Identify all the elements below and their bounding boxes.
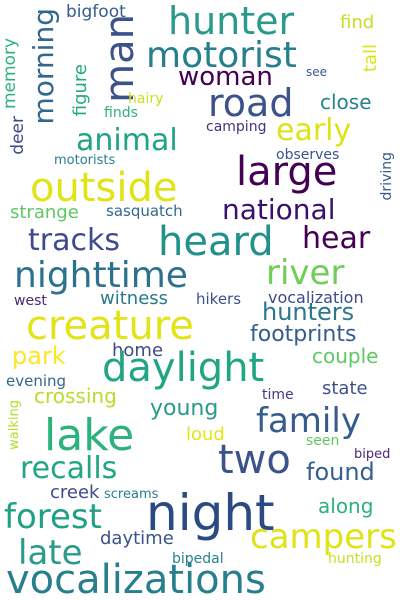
word-young: young — [150, 396, 219, 421]
word-close: close — [320, 90, 372, 114]
word-strange: strange — [10, 202, 79, 223]
word-figure: figure — [70, 64, 91, 117]
word-memory: memory — [0, 38, 20, 110]
word-time: time — [262, 387, 294, 403]
word-outside: outside — [30, 165, 178, 211]
word-creature: creature — [26, 303, 194, 349]
word-tall: tall — [360, 44, 381, 73]
word-two: two — [218, 437, 291, 483]
word-evening: evening — [6, 372, 67, 390]
word-daylight: daylight — [102, 345, 265, 391]
word-creek: creek — [50, 482, 100, 503]
word-sasquatch: sasquatch — [106, 202, 183, 220]
word-animal: animal — [76, 123, 178, 158]
word-home: home — [112, 340, 164, 361]
word-morning: morning — [27, 8, 60, 125]
word-west: west — [14, 293, 47, 309]
word-woman: woman — [178, 62, 273, 92]
word-daytime: daytime — [100, 528, 174, 549]
word-park: park — [12, 342, 66, 370]
word-lake: lake — [44, 410, 135, 461]
word-find: find — [340, 12, 375, 33]
word-state: state — [322, 378, 368, 399]
word-screams: screams — [104, 487, 159, 502]
word-early: early — [276, 113, 352, 148]
word-driving: driving — [379, 152, 395, 201]
word-national: national — [222, 193, 336, 226]
word-vocalizations: vocalizations — [6, 557, 266, 600]
word-bigfoot: bigfoot — [66, 2, 126, 22]
word-walking: walking — [7, 400, 22, 450]
word-footprints: footprints — [250, 322, 357, 347]
word-late: late — [18, 533, 83, 573]
word-found: found — [306, 458, 375, 486]
word-road: road — [208, 81, 294, 125]
word-crossing: crossing — [34, 384, 117, 408]
word-motorist: motorist — [146, 35, 297, 76]
word-tracks: tracks — [28, 223, 120, 258]
word-heard: heard — [158, 219, 274, 265]
word-deer: deer — [8, 116, 28, 155]
word-couple: couple — [312, 344, 379, 368]
word-man: man — [97, 14, 143, 103]
word-river: river — [266, 253, 345, 293]
word-hunters: hunters — [262, 298, 355, 326]
word-forest: forest — [4, 497, 102, 537]
word-motorists: motorists — [54, 153, 116, 168]
word-large: large — [236, 149, 338, 195]
word-hunting: hunting — [328, 551, 382, 567]
word-nighttime: nighttime — [14, 255, 188, 296]
word-loud: loud — [186, 424, 225, 445]
word-hunter: hunter — [168, 0, 295, 43]
word-finds: finds — [104, 105, 138, 121]
word-camping: camping — [206, 119, 267, 135]
word-biped: biped — [354, 447, 391, 462]
word-vocalization: vocalization — [268, 288, 364, 307]
word-observes: observes — [276, 147, 340, 163]
word-family: family — [256, 401, 361, 441]
word-campers: campers — [250, 517, 397, 557]
word-see: see — [306, 65, 328, 79]
word-seen: seen — [306, 433, 340, 449]
word-hairy: hairy — [128, 91, 164, 107]
word-recalls: recalls — [20, 451, 118, 486]
word-hear: hear — [302, 221, 371, 256]
word-hikers: hikers — [196, 290, 242, 308]
word-bipedal: bipedal — [172, 551, 224, 567]
word-night: night — [146, 484, 275, 542]
word-along: along — [318, 494, 374, 518]
word-witness: witness — [100, 288, 169, 309]
